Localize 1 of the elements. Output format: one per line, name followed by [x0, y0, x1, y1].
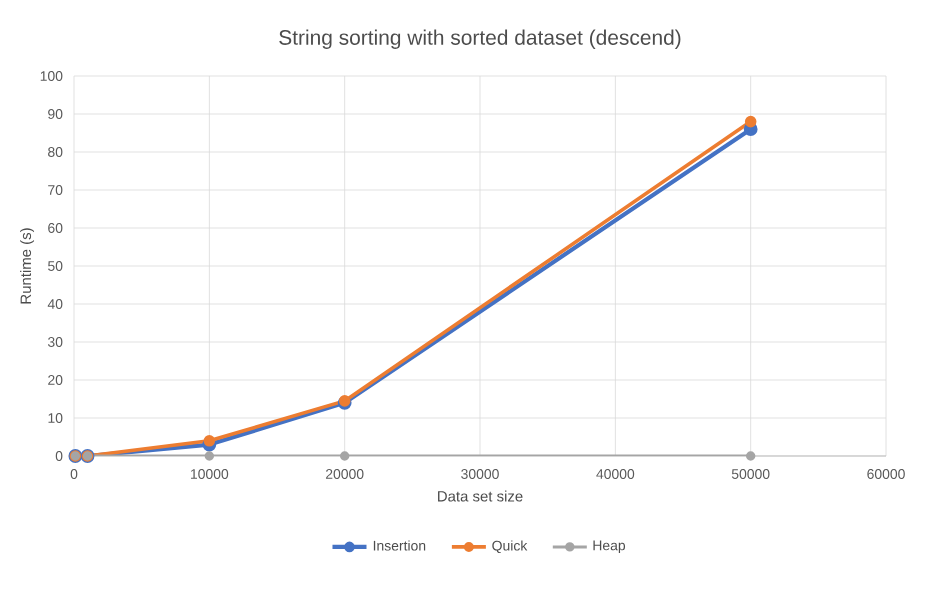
- chart-title: String sorting with sorted dataset (descend): [279, 29, 681, 49]
